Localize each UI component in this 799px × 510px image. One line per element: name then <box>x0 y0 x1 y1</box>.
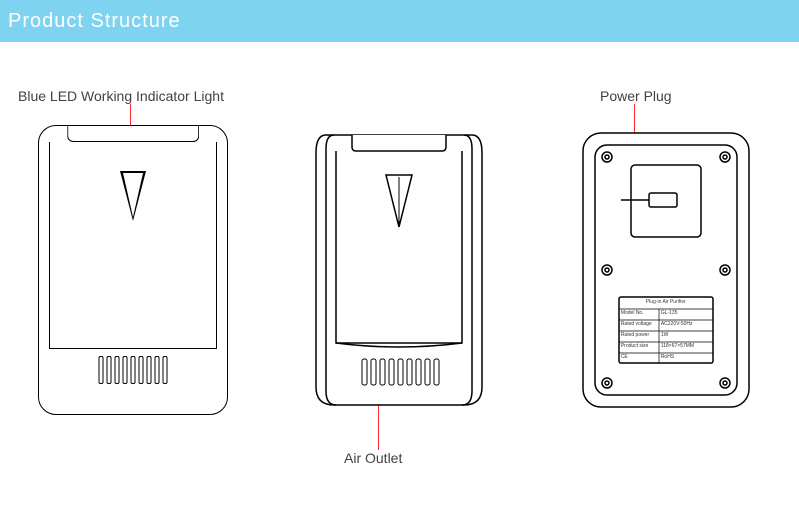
spec-row-val: 1W <box>661 332 669 338</box>
callout-plug: Power Plug <box>600 88 672 104</box>
device-front-flat <box>38 125 228 415</box>
vent-slot <box>163 356 168 384</box>
spec-row-key: CE <box>621 354 628 360</box>
header-bar: Product Structure <box>0 0 799 42</box>
led-indicator-icon <box>120 171 146 221</box>
callout-outlet: Air Outlet <box>344 450 402 466</box>
spec-row-val: 118×67×57MM <box>661 343 694 349</box>
panel-divider <box>49 348 217 349</box>
vent-slot <box>139 356 144 384</box>
spec-row-val: AC220V-50Hz <box>661 321 693 327</box>
spec-row-key: Model No. <box>621 310 644 316</box>
views-row: Plug-in Air Purifier Model No. GL-135 Rate… <box>0 125 799 415</box>
header-title: Product Structure <box>8 10 181 33</box>
spec-row-val: GL-135 <box>661 310 678 316</box>
vent-slot <box>155 356 160 384</box>
spec-title: Plug-in Air Purifier <box>619 299 713 305</box>
vent-slot <box>147 356 152 384</box>
vent-slot <box>123 356 128 384</box>
spec-row-key: Rated voltage <box>621 321 652 327</box>
air-vents <box>99 356 168 384</box>
top-cap <box>67 126 199 142</box>
vent-slot <box>131 356 136 384</box>
vent-slot <box>99 356 104 384</box>
vent-slot <box>107 356 112 384</box>
spec-row-key: Product size <box>621 343 649 349</box>
spec-row-key: Rated power <box>621 332 649 338</box>
device-back-view: Plug-in Air Purifier Model No. GL-135 Rate… <box>571 125 761 415</box>
vent-slot <box>115 356 120 384</box>
spec-row-val: RoHS <box>661 354 674 360</box>
callout-led: Blue LED Working Indicator Light <box>18 88 224 104</box>
device-front-perspective <box>304 125 494 415</box>
